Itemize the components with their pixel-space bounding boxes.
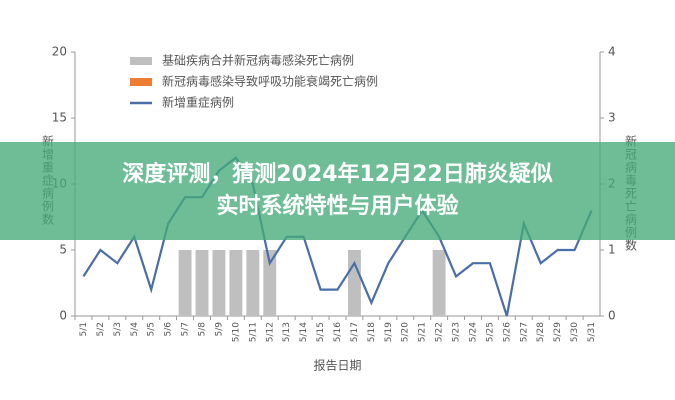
- y-tick-label: 0: [59, 309, 67, 323]
- x-axis-label: 报告日期: [313, 358, 361, 373]
- legend-label: 新冠病毒感染导致呼吸功能衰竭死亡病例: [162, 74, 378, 89]
- x-tick-label: 5/18: [367, 322, 377, 342]
- y2-tick-label: 0: [608, 309, 616, 323]
- x-tick-label: 5/10: [231, 322, 241, 342]
- x-tick-label: 5/16: [333, 322, 343, 342]
- bar: [263, 250, 277, 316]
- y-tick-label: 15: [52, 111, 67, 125]
- x-tick-label: 5/31: [587, 322, 597, 342]
- x-tick-label: 5/15: [316, 322, 326, 342]
- x-tick-label: 5/6: [164, 322, 174, 337]
- y2-tick-label: 3: [608, 111, 616, 125]
- bar: [432, 250, 446, 316]
- x-tick-label: 5/2: [96, 322, 106, 336]
- bar: [178, 250, 192, 316]
- banner-line: 实时系统特性与用户体验: [216, 194, 459, 219]
- bar: [195, 250, 209, 316]
- legend-label: 基础疾病合并新冠病毒感染死亡病例: [162, 53, 354, 68]
- bar: [229, 250, 243, 316]
- y2-tick-label: 4: [608, 45, 616, 59]
- x-tick-label: 5/13: [282, 322, 292, 342]
- bar: [246, 250, 260, 316]
- x-tick-label: 5/11: [248, 322, 258, 342]
- x-tick-label: 5/28: [536, 322, 546, 342]
- x-tick-label: 5/3: [113, 322, 123, 336]
- y2-tick-label: 1: [608, 243, 616, 257]
- x-tick-label: 5/8: [198, 322, 208, 337]
- x-tick-label: 5/9: [214, 322, 224, 337]
- x-tick-label: 5/25: [485, 322, 495, 342]
- x-tick-label: 5/17: [350, 322, 360, 342]
- x-tick-label: 5/12: [265, 322, 275, 342]
- banner: 深度评测，猜测2024年12月22日肺炎疑似 实时系统特性与用户体验: [0, 142, 675, 240]
- x-tick-label: 5/27: [519, 322, 529, 342]
- x-tick-label: 5/30: [570, 322, 580, 342]
- x-tick-label: 5/21: [418, 322, 428, 342]
- x-tick-label: 5/14: [299, 322, 309, 342]
- x-tick-label: 5/1: [79, 322, 89, 336]
- banner-line: 深度评测，猜测2024年12月22日肺炎疑似: [122, 162, 553, 187]
- x-tick-label: 5/7: [181, 322, 191, 336]
- legend-label: 新增重症病例: [162, 95, 234, 110]
- y-tick-label: 5: [59, 243, 67, 257]
- x-tick-label: 5/22: [435, 322, 445, 342]
- y-tick-label: 20: [52, 45, 67, 59]
- x-tick-label: 5/5: [147, 322, 157, 336]
- bar: [348, 250, 361, 316]
- legend-swatch: [130, 57, 152, 65]
- x-tick-label: 5/23: [452, 322, 462, 342]
- x-tick-label: 5/20: [401, 322, 411, 342]
- x-tick-label: 5/29: [553, 322, 563, 342]
- x-tick-label: 5/19: [384, 322, 394, 342]
- x-tick-label: 5/24: [468, 322, 478, 342]
- x-tick-label: 5/4: [130, 322, 140, 337]
- bar: [212, 250, 226, 316]
- legend-swatch: [130, 78, 152, 86]
- x-tick-label: 5/26: [502, 322, 512, 342]
